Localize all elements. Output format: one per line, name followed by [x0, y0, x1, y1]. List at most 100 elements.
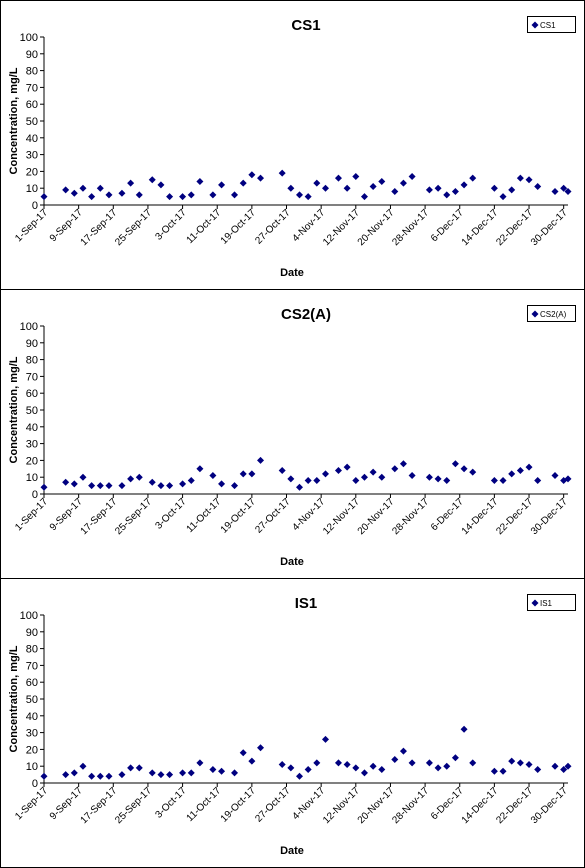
data-point	[287, 764, 295, 772]
data-point	[196, 759, 204, 767]
data-point	[425, 759, 433, 767]
legend-marker	[531, 599, 539, 607]
data-point	[278, 466, 286, 474]
data-point	[443, 762, 451, 770]
y-axis-label: Concentration, mg/L	[8, 67, 20, 174]
chart-title: IS1	[295, 595, 318, 612]
data-point	[209, 472, 217, 480]
data-point	[296, 191, 304, 199]
data-point	[248, 757, 256, 765]
data-point	[196, 465, 204, 473]
data-point	[399, 747, 407, 755]
data-point	[187, 477, 195, 485]
data-point	[391, 755, 399, 763]
data-point	[148, 176, 156, 184]
y-tick-label: 60	[26, 677, 38, 689]
data-point	[516, 174, 524, 182]
data-point	[287, 475, 295, 483]
data-point	[166, 193, 174, 201]
data-point	[105, 772, 113, 780]
chart-svg: CS2(A) CS2(A)01020304050607080901001-Sep-…	[0, 289, 585, 579]
data-point	[127, 764, 135, 772]
data-point	[70, 769, 78, 777]
y-tick-label: 40	[26, 422, 38, 434]
y-tick-label: 80	[26, 355, 38, 367]
y-tick-label: 70	[26, 371, 38, 383]
data-point	[490, 184, 498, 192]
data-point	[218, 767, 226, 775]
y-tick-label: 70	[26, 660, 38, 672]
data-point	[360, 473, 368, 481]
data-point	[434, 764, 442, 772]
data-point	[551, 472, 559, 480]
data-point	[408, 172, 416, 180]
chart-svg: IS1 IS101020304050607080901001-Sep-179-Se…	[0, 578, 585, 868]
data-point	[525, 761, 533, 769]
data-point	[490, 767, 498, 775]
data-point	[525, 463, 533, 471]
data-point	[313, 477, 321, 485]
y-tick-label: 10	[26, 183, 38, 195]
y-tick-label: 90	[26, 627, 38, 639]
y-tick-label: 60	[26, 99, 38, 111]
data-point	[551, 762, 559, 770]
data-point	[296, 483, 304, 491]
data-point	[425, 473, 433, 481]
legend-marker	[531, 310, 539, 318]
data-point	[534, 766, 542, 774]
data-point	[135, 473, 143, 481]
data-point	[564, 475, 572, 483]
y-tick-label: 50	[26, 405, 38, 417]
data-point	[460, 725, 468, 733]
y-tick-label: 20	[26, 455, 38, 467]
data-point	[196, 177, 204, 185]
y-tick-label: 90	[26, 338, 38, 350]
data-point	[469, 468, 477, 476]
data-point	[378, 473, 386, 481]
data-point	[508, 757, 516, 765]
data-point	[434, 184, 442, 192]
data-point	[157, 771, 165, 779]
data-point	[516, 759, 524, 767]
data-point	[79, 184, 87, 192]
data-point	[391, 465, 399, 473]
data-point	[451, 188, 459, 196]
data-point	[352, 477, 360, 485]
data-point	[451, 460, 459, 468]
data-point	[443, 477, 451, 485]
data-point	[451, 754, 459, 762]
data-point	[231, 482, 239, 490]
data-point	[352, 172, 360, 180]
legend-box	[527, 16, 576, 33]
data-point	[179, 193, 187, 201]
data-point	[525, 176, 533, 184]
data-point	[313, 179, 321, 187]
data-point	[313, 759, 321, 767]
data-point	[425, 186, 433, 194]
legend-label: IS1	[540, 599, 553, 608]
panel-border	[0, 0, 585, 290]
data-point	[239, 179, 247, 187]
data-point	[469, 174, 477, 182]
y-tick-label: 40	[26, 133, 38, 145]
data-point	[278, 761, 286, 769]
data-point	[378, 177, 386, 185]
data-point	[460, 465, 468, 473]
data-point	[369, 468, 377, 476]
data-point	[399, 179, 407, 187]
data-point	[460, 181, 468, 189]
data-point	[118, 482, 126, 490]
data-point	[343, 463, 351, 471]
y-tick-label: 90	[26, 49, 38, 61]
data-point	[248, 171, 256, 179]
data-point	[287, 184, 295, 192]
chart-panel-is1: IS1 IS1 0 10 20 30 40 50 60 70 80 90 100 1-Sep-17 9-Se…	[0, 578, 585, 868]
data-point	[88, 772, 96, 780]
data-point	[560, 184, 568, 192]
data-point	[127, 475, 135, 483]
data-point	[378, 766, 386, 774]
data-point	[321, 735, 329, 743]
data-point	[469, 759, 477, 767]
legend-label: CS1	[540, 21, 556, 30]
data-point	[334, 759, 342, 767]
